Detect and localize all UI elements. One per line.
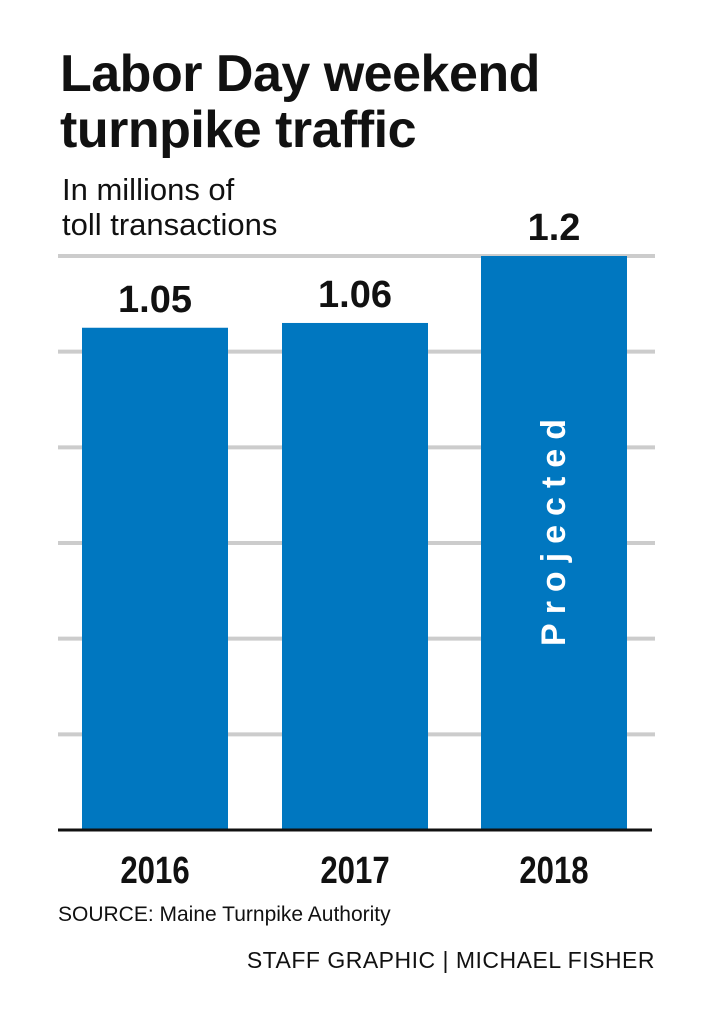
value-label-2016: 1.05 xyxy=(118,279,192,321)
subtitle-line-1: In millions of xyxy=(62,172,235,207)
title-line-2: turnpike traffic xyxy=(60,101,417,159)
bar-2017 xyxy=(282,322,428,830)
title-line-1: Labor Day weekend xyxy=(60,45,540,103)
bar-2016 xyxy=(82,327,228,830)
x-tick-label-2017: 2017 xyxy=(320,850,389,892)
x-tick-label-2018: 2018 xyxy=(519,850,588,892)
bar-2018 xyxy=(481,256,627,830)
value-label-2017: 1.06 xyxy=(318,274,392,316)
projected-annotation: Projected xyxy=(535,410,573,646)
value-label-2018: 1.2 xyxy=(528,207,581,249)
chart-subtitle: In millions of toll transactions xyxy=(62,172,277,242)
source-note: SOURCE: Maine Turnpike Authority xyxy=(58,903,391,926)
graphic-credit: STAFF GRAPHIC | MICHAEL FISHER xyxy=(246,947,655,973)
x-tick-label-2016: 2016 xyxy=(120,850,189,892)
subtitle-line-2: toll transactions xyxy=(62,207,278,242)
chart-title: Labor Day weekend turnpike traffic xyxy=(60,46,540,158)
